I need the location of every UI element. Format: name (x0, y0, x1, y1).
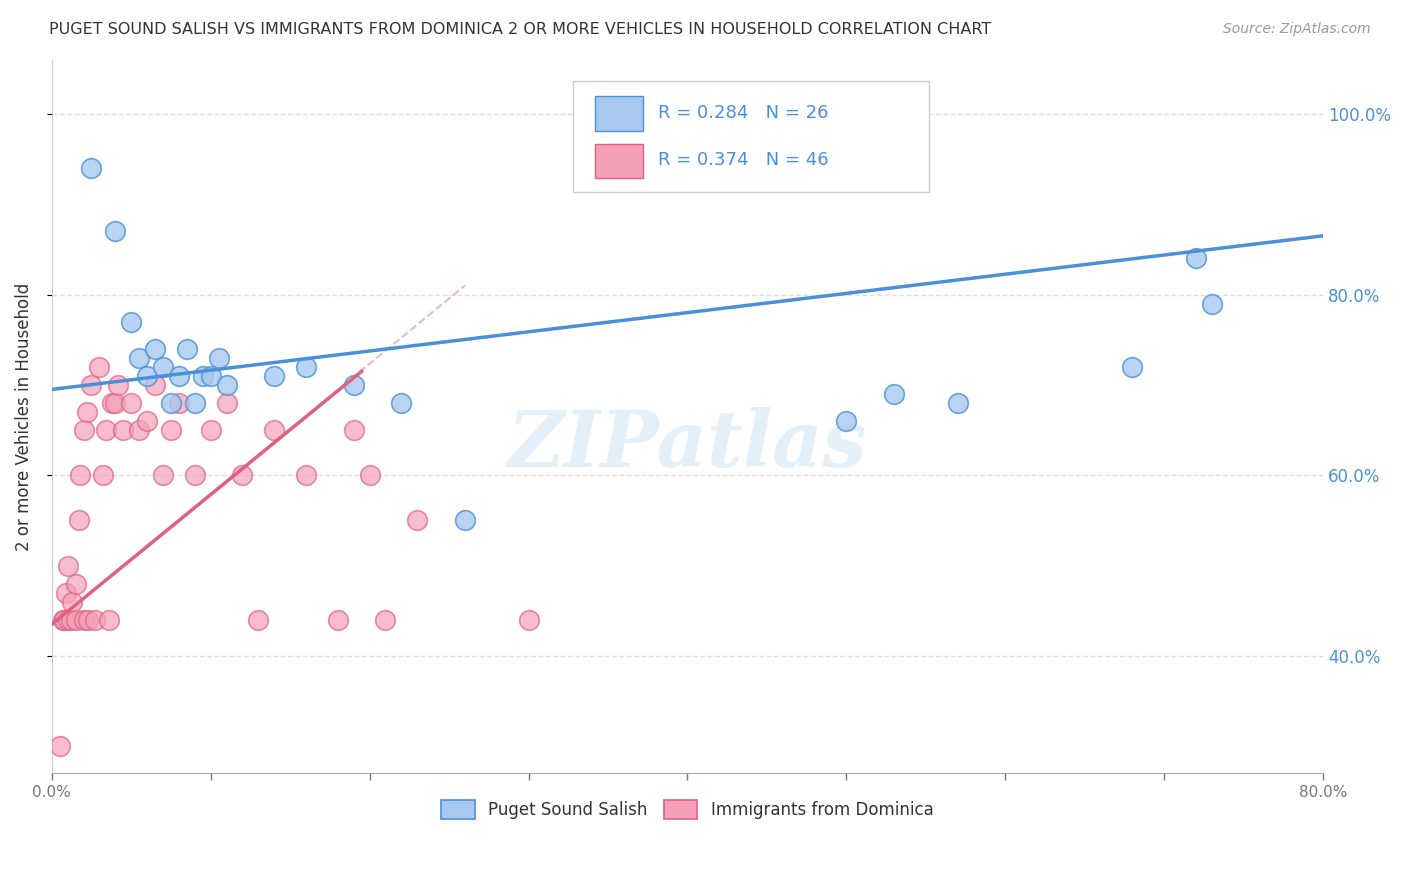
Point (1185, 252, 1208, 266)
Text: R = 0.284   N = 26: R = 0.284 N = 26 (658, 103, 828, 121)
Point (1121, 359, 1143, 374)
Text: Source: ZipAtlas.com: Source: ZipAtlas.com (1223, 22, 1371, 37)
Point (454, 513, 477, 527)
Point (263, 423, 285, 437)
Point (136, 414, 159, 428)
Point (215, 396, 238, 410)
Point (112, 423, 135, 437)
Point (56, 558, 79, 573)
Point (120, 396, 142, 410)
Point (191, 368, 214, 383)
Point (89, 359, 111, 374)
Point (83, 613, 105, 627)
Point (53, 613, 76, 627)
Point (143, 342, 166, 356)
Point (48, 739, 70, 754)
Point (200, 423, 222, 437)
Y-axis label: 2 or more Vehicles in Household: 2 or more Vehicles in Household (15, 283, 32, 550)
FancyBboxPatch shape (595, 96, 643, 130)
Point (101, 396, 124, 410)
Point (517, 613, 540, 627)
Point (59, 613, 82, 627)
Point (72, 613, 94, 627)
Point (200, 368, 222, 383)
Point (184, 468, 207, 483)
Legend: Puget Sound Salish, Immigrants from Dominica: Puget Sound Salish, Immigrants from Domi… (434, 793, 941, 826)
FancyBboxPatch shape (574, 81, 929, 192)
Point (835, 414, 858, 428)
Point (359, 468, 381, 483)
Point (104, 224, 127, 238)
Point (76, 405, 98, 419)
Point (389, 396, 412, 410)
Point (77, 613, 100, 627)
Point (167, 396, 190, 410)
Point (52, 613, 75, 627)
Point (94, 423, 117, 437)
Point (120, 315, 142, 329)
Point (67, 513, 90, 527)
Point (946, 396, 969, 410)
Point (152, 359, 174, 374)
Point (295, 468, 318, 483)
Point (406, 513, 429, 527)
Point (80, 161, 103, 175)
Text: ZIPatlas: ZIPatlas (508, 407, 868, 483)
Point (160, 396, 183, 410)
Point (128, 423, 150, 437)
Point (343, 377, 366, 392)
Point (143, 377, 166, 392)
Point (343, 423, 366, 437)
Point (883, 387, 905, 401)
Point (263, 368, 285, 383)
Point (167, 368, 190, 383)
Point (80, 377, 103, 392)
Point (215, 377, 238, 392)
FancyBboxPatch shape (595, 144, 643, 178)
Point (72, 423, 94, 437)
Point (69, 468, 91, 483)
Point (184, 396, 207, 410)
Point (65, 576, 87, 591)
Point (91, 468, 114, 483)
Point (176, 342, 198, 356)
Point (295, 359, 318, 374)
Point (231, 468, 253, 483)
Point (128, 351, 150, 365)
Point (152, 468, 174, 483)
Point (136, 368, 159, 383)
Text: PUGET SOUND SALISH VS IMMIGRANTS FROM DOMINICA 2 OR MORE VEHICLES IN HOUSEHOLD C: PUGET SOUND SALISH VS IMMIGRANTS FROM DO… (49, 22, 991, 37)
Point (55, 585, 77, 599)
Point (326, 613, 349, 627)
Point (1201, 296, 1223, 310)
Point (97, 613, 120, 627)
Point (62, 595, 84, 609)
Point (207, 351, 229, 365)
Point (247, 613, 270, 627)
Point (56, 613, 79, 627)
Text: R = 0.374   N = 46: R = 0.374 N = 46 (658, 152, 828, 169)
Point (160, 423, 183, 437)
Point (104, 396, 127, 410)
Point (374, 613, 396, 627)
Point (107, 377, 129, 392)
Point (65, 613, 87, 627)
